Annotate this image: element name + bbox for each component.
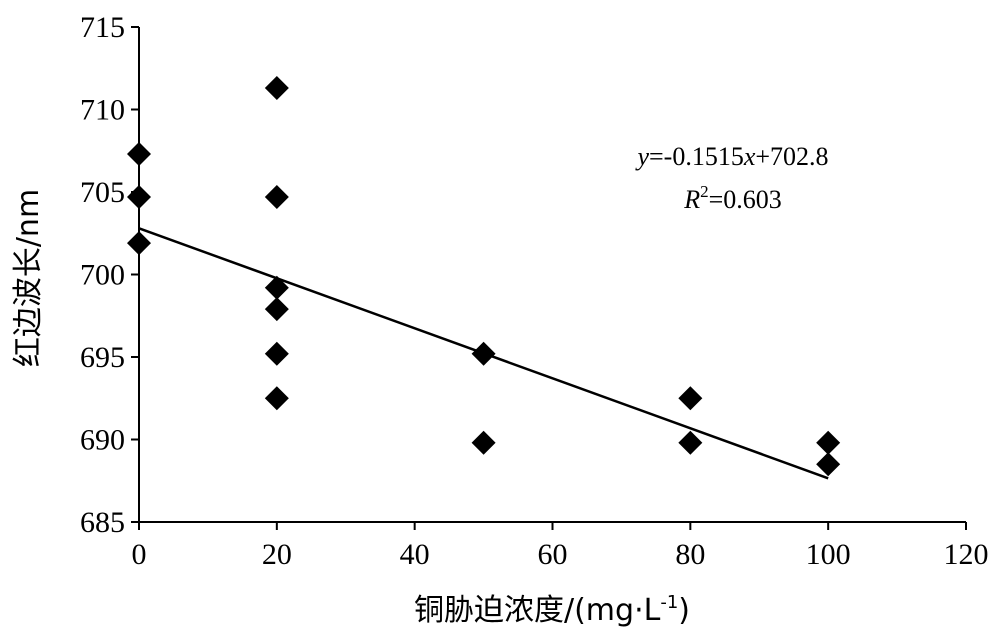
- r-squared: R2=0.603: [683, 182, 782, 214]
- data-point: [816, 430, 841, 455]
- data-point: [127, 184, 151, 209]
- data-point: [264, 386, 289, 411]
- data-point: [127, 142, 151, 167]
- data-point: [471, 341, 496, 366]
- data-point: [264, 297, 289, 322]
- x-tick-label: 20: [262, 538, 292, 571]
- data-point: [264, 184, 289, 209]
- y-tick-label: 700: [80, 259, 125, 292]
- data-point: [678, 386, 703, 411]
- data-points: [127, 76, 841, 477]
- data-point: [471, 430, 496, 455]
- x-tick-labels: 0 20 40 60 80 100 120: [132, 538, 989, 571]
- y-tick-label: 690: [80, 424, 125, 457]
- axes: [131, 26, 967, 530]
- regression-equation: y=-0.1515x+702.8: [634, 142, 828, 171]
- x-tick-label: 80: [675, 538, 705, 571]
- data-point: [678, 430, 703, 455]
- data-point: [264, 275, 289, 300]
- x-tick-label: 100: [806, 538, 851, 571]
- x-tick-label: 120: [944, 538, 989, 571]
- y-tick-labels: 685 690 695 700 705 710 715: [80, 11, 125, 539]
- y-tick-label: 695: [80, 341, 125, 374]
- y-axis-title: 红边波长/nm: [11, 189, 46, 367]
- y-tick-label: 705: [80, 176, 125, 209]
- x-axis-title: 铜胁迫浓度/(mg·L-1): [414, 592, 690, 628]
- data-point: [127, 231, 151, 256]
- data-point: [816, 452, 841, 477]
- y-tick-label: 685: [80, 506, 125, 539]
- y-tick-label: 710: [80, 94, 125, 127]
- x-tick-label: 40: [400, 538, 430, 571]
- y-tick-label: 715: [80, 11, 125, 44]
- data-point: [264, 76, 289, 101]
- x-tick-label: 60: [538, 538, 568, 571]
- x-tick-label: 0: [132, 538, 147, 571]
- data-point: [264, 341, 289, 366]
